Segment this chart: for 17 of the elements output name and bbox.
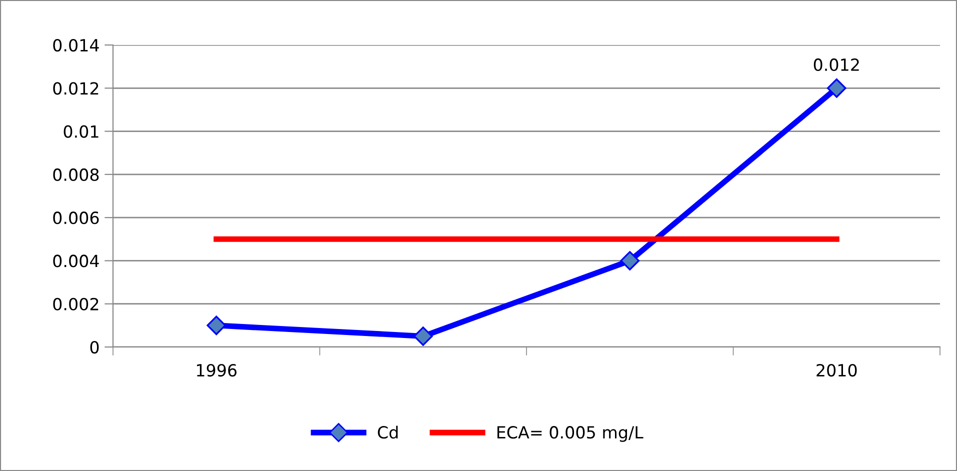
x-tick-label: 2010	[816, 364, 857, 377]
y-tick-label: 0.002	[53, 298, 98, 310]
y-tick-label: 0.004	[53, 254, 99, 268]
y-tick-label: 0.012	[53, 82, 98, 95]
legend-label: ECA= 0.005 mg/L	[497, 426, 644, 442]
legend-label: Cd	[378, 426, 398, 439]
y-tick-label: 0.006	[53, 212, 99, 224]
x-tick-label: 1996	[196, 364, 237, 377]
y-tick-label: 0.01	[64, 125, 98, 138]
point	[620, 251, 640, 270]
point	[413, 326, 433, 346]
y-tick-label: 0	[90, 340, 99, 354]
y-tick-label: 0.014	[53, 38, 99, 52]
y-tick-label: 0.008	[53, 168, 99, 181]
data-label: 0.012	[814, 58, 859, 72]
point	[826, 78, 846, 98]
point	[206, 316, 226, 336]
